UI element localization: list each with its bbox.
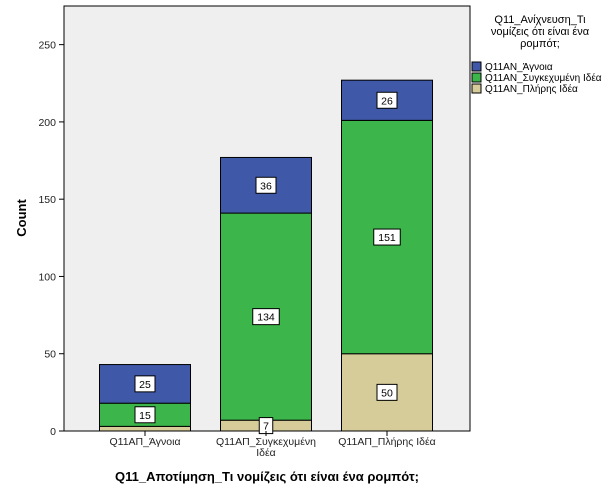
legend-title: νομίζεις ότι είναι ένα <box>491 26 590 38</box>
bar-segment <box>99 425 191 432</box>
x-tick-label: Ιδέα <box>256 447 276 459</box>
legend-item: Q11ΑΝ_Συγκεχυμένη Ιδέα <box>485 72 602 84</box>
data-label-box <box>134 406 156 424</box>
x-axis-title: Q11_Αποτίμηση_Τι νομίζεις ότι είναι ένα … <box>115 469 419 484</box>
data-label: 15 <box>139 410 151 422</box>
x-tick-label: Q11ΑΠ_Συγκεχυμένη <box>216 436 316 448</box>
data-label-box <box>252 308 280 326</box>
x-tick-label: Q11ΑΠ_Άγνοια <box>109 436 180 448</box>
bars <box>99 79 433 432</box>
y-axis-title: Count <box>14 199 29 237</box>
y-axis: 0 50 100 150 200 250 <box>38 40 64 438</box>
y-tick-label: 100 <box>38 271 56 283</box>
data-label: 36 <box>260 180 272 192</box>
data-label-box <box>376 383 398 401</box>
data-label: 25 <box>139 379 151 391</box>
legend-title: ρομπότ; <box>520 38 560 50</box>
legend-swatch <box>471 61 482 72</box>
data-label-box <box>376 91 398 109</box>
legend-item: Q11ΑΝ_Πλήρης Ιδέα <box>485 83 578 95</box>
legend-item: Q11ΑΝ_Άγνοια <box>485 62 553 73</box>
y-tick-label: 250 <box>38 40 56 52</box>
legend-swatch <box>471 72 482 83</box>
y-tick-label: 50 <box>44 349 56 361</box>
data-label: 7 <box>263 421 269 433</box>
y-tick-label: 0 <box>50 426 56 438</box>
data-labels: 15 25 7 134 36 50 151 26 <box>134 91 401 435</box>
data-label: 26 <box>381 95 393 107</box>
data-label-box <box>255 176 277 194</box>
y-tick-label: 200 <box>38 117 56 129</box>
y-tick-label: 150 <box>38 194 56 206</box>
data-label: 50 <box>381 387 393 399</box>
data-label-box <box>373 228 401 246</box>
data-label: 151 <box>378 232 396 244</box>
x-tick-label: Q11ΑΠ_Πλήρης Ιδέα <box>338 436 435 448</box>
legend-title: Q11_Ανίχνευση_Τι <box>494 14 586 26</box>
legend-swatch <box>471 83 482 94</box>
data-label-box <box>134 375 156 393</box>
data-label: 134 <box>257 312 275 324</box>
